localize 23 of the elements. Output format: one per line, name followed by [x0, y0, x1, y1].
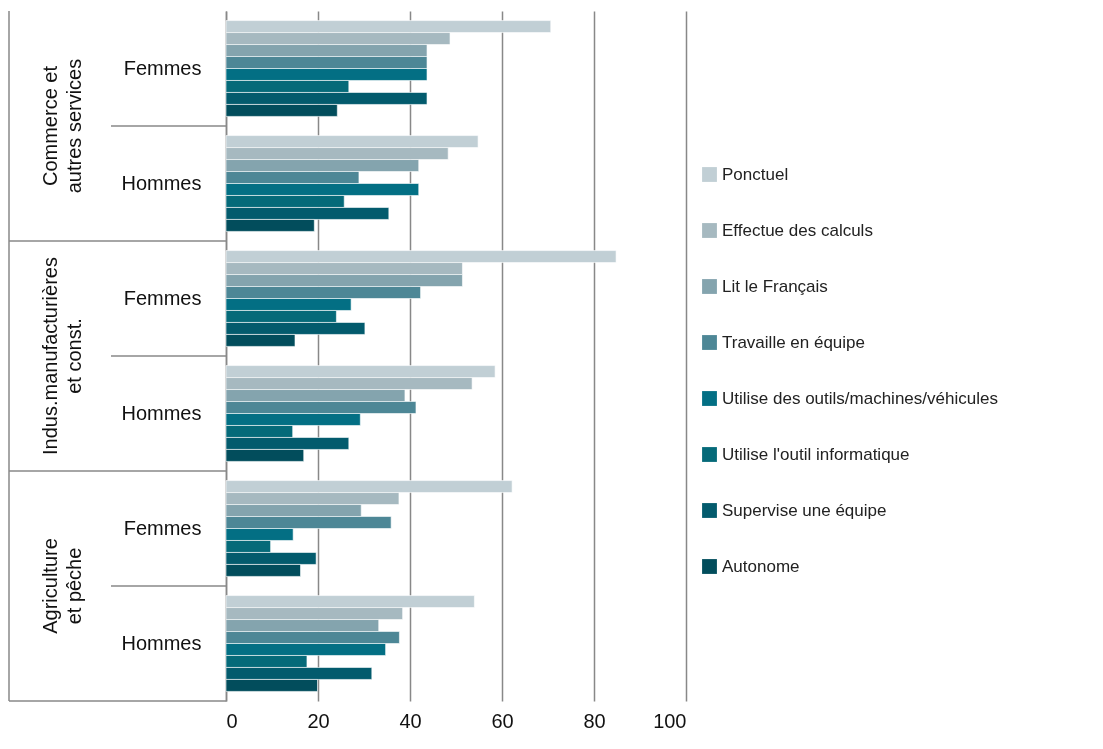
- y-tick-label: Hommes: [121, 631, 202, 654]
- y-tick-label: Hommes: [121, 401, 202, 424]
- x-tick-label: 0: [226, 709, 238, 732]
- legend-label: Utilise l'outil informatique: [722, 444, 910, 464]
- text: Indus.manufacturières et const.: [39, 257, 85, 455]
- y-tick-label: Femmes: [123, 516, 202, 539]
- legend-label: Lit le Français: [722, 276, 828, 296]
- x-tick-label: 20: [307, 709, 330, 732]
- legend-label: Autonome: [722, 556, 800, 576]
- x-tick-label: 40: [399, 709, 422, 732]
- y-tick-label: Hommes: [121, 171, 202, 194]
- legend-label: Utilise des outils/machines/véhicules: [722, 388, 998, 408]
- text: Agriculture et pêche: [39, 538, 85, 634]
- x-tick-label: 60: [491, 709, 514, 732]
- text: Commerce et autres services: [39, 58, 85, 194]
- legend-label: Ponctuel: [722, 164, 789, 184]
- y-tick-label: Femmes: [123, 56, 202, 79]
- y-tick-label: Femmes: [123, 286, 202, 309]
- legend-label: Supervise une équipe: [722, 500, 887, 520]
- x-tick-label: 80: [583, 709, 606, 732]
- legend-label: Travaille en équipe: [722, 332, 866, 352]
- x-tick-label: 100: [653, 709, 687, 732]
- legend-label: Effectue des calculs: [722, 220, 873, 240]
